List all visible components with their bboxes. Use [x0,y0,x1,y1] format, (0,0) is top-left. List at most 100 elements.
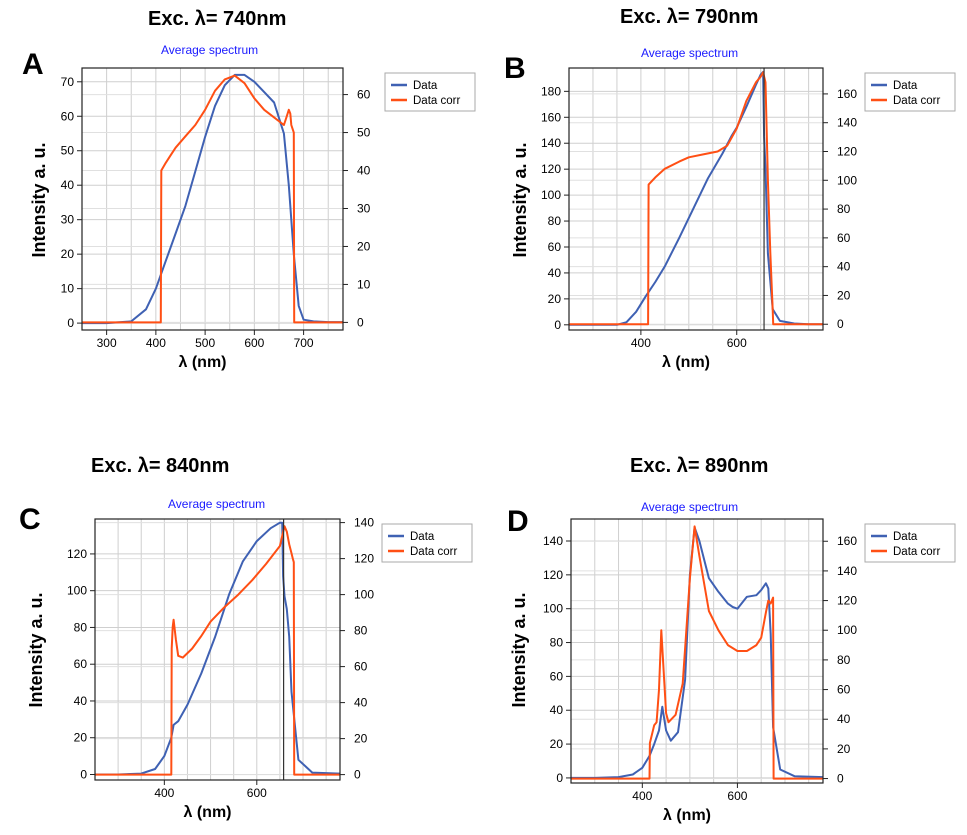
y-tick-label: 60 [61,109,75,123]
x-tick-label: 400 [154,786,174,800]
series-line-data-corr [571,525,823,780]
grid [570,519,823,783]
y-axis-label: Intensity a. u. [29,142,49,257]
y-tick-label: 40 [550,703,564,717]
chart-svg: 400 600 0 20 40 60 80 100 120 140 0 20 40 60 80 100 120 1… [509,518,956,824]
y2-tick-label: 100 [837,173,857,187]
x-axis-label: λ (nm) [663,807,711,824]
x-tick-label: 500 [195,336,215,350]
y-tick-label: 120 [543,568,563,582]
legend-box [381,523,473,563]
y2-tick-label: 0 [837,772,844,786]
x-tick-label: 600 [244,336,264,350]
plot-frame [568,67,824,331]
legend-label: Data [893,80,918,92]
y2-tick-label: 160 [837,534,857,548]
x-tick-label: 700 [294,336,314,350]
y2-tick-label: 20 [837,288,851,302]
panel-d: Exc. λ= 890nm D Average spectrum 400 600 0… [483,415,967,835]
y2-tick-label: 140 [837,564,857,578]
y2-tick-label: 80 [837,202,851,216]
series-line-data [95,521,340,776]
y-tick-label: 60 [548,240,562,254]
panel-letter: D [507,505,529,538]
y-tick-label: 0 [80,767,87,781]
y-axis-label: Intensity a. u. [509,592,529,707]
x-tick-label: 600 [727,789,747,803]
y-tick-label: 20 [74,731,88,745]
y2-tick-label: 0 [357,315,364,329]
x-tick-label: 400 [632,789,652,803]
legend-label: Data corr [413,95,460,107]
y2-tick-label: 0 [837,317,844,331]
x-axis-label: λ (nm) [184,804,232,821]
y2-tick-label: 40 [357,164,371,178]
y-tick-label: 140 [543,534,563,548]
y-tick-label: 0 [554,318,561,332]
y2-tick-label: 10 [357,277,371,291]
plot-frame [81,67,344,331]
legend-label: Data corr [893,546,940,558]
y2-tick-label: 80 [354,624,368,638]
y2-tick-label: 50 [357,126,371,140]
y2-tick-label: 40 [837,712,851,726]
panel-letter: C [19,503,41,536]
y-tick-label: 100 [541,188,561,202]
panel-b: Exc. λ= 790nm B Average spectrum 400 600 0… [483,0,967,415]
y-tick-label: 80 [550,636,564,650]
y2-tick-label: 140 [354,516,374,530]
y2-tick-label: 100 [354,588,374,602]
series-line-data-corr [82,74,343,324]
y-tick-label: 60 [74,657,88,671]
y2-tick-label: 20 [837,742,851,756]
series-line-data-corr [569,71,823,326]
x-tick-label: 600 [247,786,267,800]
y-tick-label: 70 [61,75,75,89]
legend: Data Data corr [384,72,476,112]
chart-title: Exc. λ= 740nm [148,8,287,30]
y-tick-label: 120 [67,547,87,561]
legend-label: Data [410,531,435,543]
plot-frame [94,518,341,781]
y2-tick-label: 40 [837,260,851,274]
plot-frame [570,518,824,784]
panel-c: Exc. λ= 840nm C Average spectrum 400 600 0… [0,415,483,835]
y2-tick-label: 120 [837,594,857,608]
series-line-data-corr [95,525,340,776]
chart-title: Exc. λ= 840nm [91,455,230,477]
y2-tick-label: 20 [357,239,371,253]
chart-subtitle: Average spectrum [168,497,266,511]
chart-subtitle: Average spectrum [161,43,259,57]
y-tick-label: 180 [541,84,561,98]
legend-label: Data [893,531,918,543]
x-tick-label: 400 [146,336,166,350]
y-tick-label: 40 [548,266,562,280]
y-tick-label: 100 [543,602,563,616]
grid [81,68,343,330]
x-tick-label: 300 [97,336,117,350]
y2-tick-label: 140 [837,116,857,130]
y2-tick-label: 60 [837,231,851,245]
legend-label: Data [413,80,438,92]
panel-letter: A [22,48,44,81]
y-tick-label: 40 [74,694,88,708]
y-tick-label: 0 [67,316,74,330]
chart-svg: 400 600 0 20 40 60 80 100 120 0 20 40 60 80 100 120 140 λ… [26,516,473,821]
x-axis-label: λ (nm) [662,354,710,371]
y2-tick-label: 60 [357,88,371,102]
y-tick-label: 20 [61,247,75,261]
y2-tick-label: 30 [357,201,371,215]
y2-tick-label: 20 [354,732,368,746]
y2-tick-label: 120 [837,144,857,158]
y-tick-label: 20 [548,292,562,306]
y-tick-label: 120 [541,162,561,176]
legend-label: Data corr [410,546,457,558]
x-axis-label: λ (nm) [179,354,227,371]
y-tick-label: 50 [61,144,75,158]
y-tick-label: 80 [74,620,88,634]
y2-tick-label: 0 [354,768,361,782]
legend-label: Data corr [893,95,940,107]
y-tick-label: 20 [550,737,564,751]
y2-tick-label: 60 [837,683,851,697]
y-axis-label: Intensity a. u. [26,592,46,707]
